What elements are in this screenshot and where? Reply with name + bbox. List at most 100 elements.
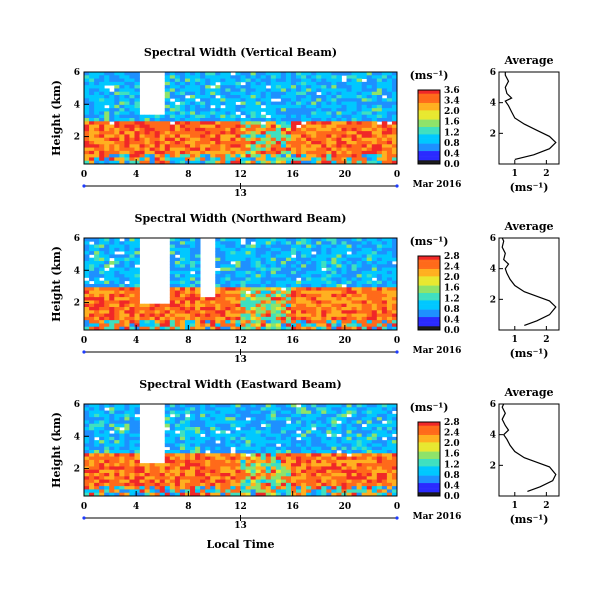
heatmap-cell — [361, 492, 368, 497]
heatmap-cell — [174, 91, 181, 96]
heatmap-cell — [351, 114, 358, 119]
heatmap-cell — [124, 466, 130, 471]
heatmap-cell — [245, 114, 251, 119]
heatmap-cell — [386, 427, 393, 431]
heatmap-cell — [280, 479, 287, 484]
heatmap-cell — [371, 101, 378, 106]
heatmap-cell — [174, 320, 181, 324]
heatmap-cell — [351, 241, 358, 245]
heatmap-cell — [210, 320, 216, 324]
heatmap-cell — [139, 463, 145, 467]
heatmap-cell — [200, 489, 206, 494]
heatmap-cell — [296, 446, 302, 451]
heatmap-cell — [346, 404, 352, 408]
heatmap-cell — [124, 440, 130, 444]
heatmap-cell — [296, 141, 302, 145]
heatmap-cell — [230, 81, 236, 86]
heatmap-cell — [326, 118, 332, 122]
heatmap-cell — [265, 450, 272, 454]
heatmap-cell — [225, 131, 231, 135]
heatmap-cell — [260, 427, 267, 431]
heatmap-cell — [381, 456, 388, 461]
heatmap-cell — [346, 476, 352, 480]
heatmap-cell — [356, 420, 363, 425]
heatmap-cell — [311, 479, 317, 484]
heatmap-cell — [190, 290, 196, 295]
heatmap-cell — [326, 436, 332, 441]
heatmap-cell — [381, 413, 388, 418]
heatmap-cell — [265, 479, 272, 484]
heatmap-cell — [331, 407, 337, 411]
heatmap-cell — [184, 293, 191, 298]
heatmap-cell — [270, 85, 277, 89]
heatmap-cell — [164, 141, 171, 145]
heatmap-cell — [205, 479, 211, 484]
heatmap-cell — [104, 443, 110, 448]
heatmap-cell — [346, 254, 352, 259]
heatmap-cell — [341, 492, 347, 497]
x-tick-label: 16 — [286, 502, 299, 512]
heatmap-cell — [174, 473, 181, 477]
heatmap-cell — [174, 111, 181, 116]
heatmap-cell — [290, 137, 297, 142]
heatmap-cell — [290, 420, 297, 425]
heatmap-cell — [301, 137, 307, 142]
heatmap-cell — [321, 320, 327, 324]
heatmap-cell — [371, 404, 378, 408]
colorbar-frame — [417, 89, 441, 165]
heatmap-cell — [190, 297, 196, 301]
heatmap-cell — [94, 277, 100, 282]
heatmap-cell — [341, 466, 347, 471]
heatmap-cell — [174, 300, 181, 305]
heatmap-cell — [89, 144, 95, 148]
heatmap-cell — [184, 270, 191, 275]
heatmap-cell — [174, 147, 181, 152]
heatmap-cell — [235, 316, 241, 321]
heatmap-cell — [245, 297, 251, 301]
heatmap-cell — [220, 433, 226, 438]
heatmap-cell — [290, 436, 297, 441]
heatmap-cell — [331, 316, 337, 321]
heatmap-cell — [386, 410, 393, 415]
heatmap-cell — [280, 489, 287, 494]
heatmap-cell — [235, 244, 241, 249]
heatmap-cell — [270, 101, 277, 106]
heatmap-cell — [265, 127, 272, 132]
heatmap-cell — [391, 114, 398, 119]
heatmap-cell — [311, 459, 317, 464]
heatmap-cell — [184, 280, 191, 285]
heatmap-cell — [331, 440, 337, 444]
heatmap-cell — [391, 463, 398, 467]
heatmap-cell — [341, 121, 347, 125]
heatmap-cell — [215, 98, 221, 102]
heatmap-cell — [346, 492, 352, 497]
heatmap-cell — [361, 95, 368, 99]
heatmap-cell — [371, 238, 378, 242]
heatmap-cell — [245, 320, 251, 324]
heatmap-cell — [371, 407, 378, 411]
heatmap-cell — [215, 284, 221, 288]
heatmap-cell — [386, 104, 393, 109]
heatmap-cell — [99, 257, 105, 262]
heatmap-cell — [306, 78, 312, 83]
heatmap-cell — [391, 413, 398, 418]
heatmap-cell — [205, 482, 211, 487]
heatmap-cell — [260, 131, 267, 135]
heatmap-cell — [99, 127, 105, 132]
heatmap-cell — [179, 85, 186, 89]
heatmap-cell — [84, 423, 90, 428]
heatmap-cell — [245, 270, 251, 275]
heatmap-cell — [346, 72, 352, 76]
heatmap-cell — [270, 104, 277, 109]
heatmap-cell — [114, 95, 120, 99]
heatmap-cell — [280, 316, 287, 321]
heatmap-cell — [250, 274, 257, 278]
heatmap-cell — [210, 456, 216, 461]
heatmap-cell — [376, 440, 383, 444]
heatmap-cell — [119, 446, 125, 451]
heatmap-cell — [290, 287, 297, 291]
heatmap-cell — [321, 141, 327, 145]
heatmap-cell — [296, 326, 302, 331]
heatmap-cell — [336, 453, 342, 457]
heatmap-cell — [184, 78, 191, 83]
